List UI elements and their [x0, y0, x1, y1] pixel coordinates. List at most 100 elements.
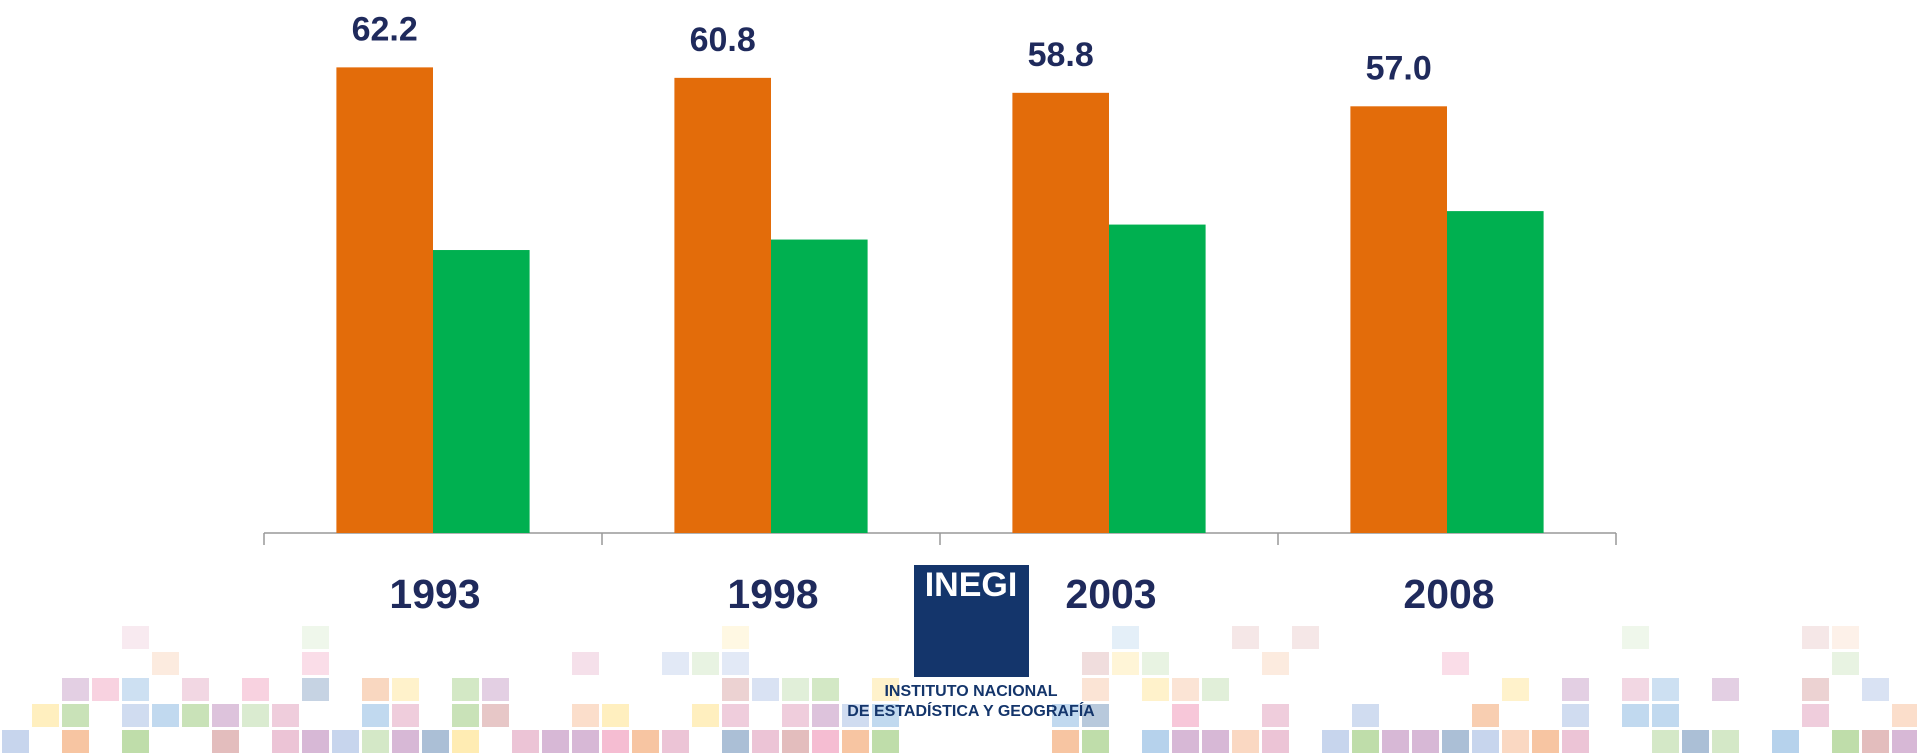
mosaic-tile	[1502, 678, 1529, 701]
mosaic-tile	[182, 704, 209, 727]
mosaic-tile	[842, 730, 869, 753]
mosaic-tile	[782, 730, 809, 753]
mosaic-tile	[452, 730, 479, 753]
mosaic-tile	[662, 652, 689, 675]
logo-mark: INEGI	[925, 566, 1018, 604]
mosaic-tile	[1472, 730, 1499, 753]
logo-box	[914, 565, 1029, 677]
mosaic-tile	[122, 678, 149, 701]
mosaic-tile	[1292, 626, 1319, 649]
mosaic-tile	[1862, 730, 1889, 753]
mosaic-tile	[602, 704, 629, 727]
mosaic-tile	[752, 730, 779, 753]
mosaic-tile	[1532, 730, 1559, 753]
x-tick-label: 1993	[389, 571, 480, 617]
mosaic-tile	[812, 730, 839, 753]
mosaic-tile	[722, 730, 749, 753]
mosaic-tile	[302, 652, 329, 675]
x-tick-label: 2008	[1403, 571, 1494, 617]
mosaic-tile	[122, 704, 149, 727]
mosaic-tile	[722, 704, 749, 727]
mosaic-tile	[1322, 730, 1349, 753]
mosaic-tile	[722, 626, 749, 649]
mosaic-tile	[1052, 730, 1079, 753]
mosaic-tile	[1172, 730, 1199, 753]
mosaic-tile	[1262, 730, 1289, 753]
mosaic-tile	[1082, 678, 1109, 701]
mosaic-tile	[1802, 678, 1829, 701]
mosaic-tile	[392, 730, 419, 753]
x-tick-label: 2003	[1065, 571, 1156, 617]
mosaic-tile	[122, 626, 149, 649]
mosaic-tile	[1352, 730, 1379, 753]
mosaic-tile	[422, 730, 449, 753]
mosaic-tile	[842, 704, 869, 727]
mosaic-tile	[1802, 704, 1829, 727]
mosaic-tile	[62, 678, 89, 701]
bar	[674, 77, 771, 533]
mosaic-tile	[1562, 704, 1589, 727]
mosaic-tile	[1082, 704, 1109, 727]
mosaic-tile	[602, 730, 629, 753]
mosaic-tile	[482, 704, 509, 727]
mosaic-tile	[362, 704, 389, 727]
mosaic-tile	[122, 730, 149, 753]
mosaic-tile	[1802, 626, 1829, 649]
mosaic-tile	[1232, 626, 1259, 649]
mosaic-tile	[62, 730, 89, 753]
mosaic-tile	[572, 704, 599, 727]
mosaic-tile	[482, 678, 509, 701]
mosaic-tile	[1682, 730, 1709, 753]
mosaic-tile	[302, 678, 329, 701]
mosaic-tile	[1622, 704, 1649, 727]
bar	[771, 239, 868, 533]
mosaic-tile	[1622, 626, 1649, 649]
mosaic-tile	[1472, 704, 1499, 727]
mosaic-tile	[512, 730, 539, 753]
mosaic-tile	[1772, 730, 1799, 753]
mosaic-tile	[1112, 626, 1139, 649]
mosaic-tile	[1712, 730, 1739, 753]
mosaic-tile	[1442, 652, 1469, 675]
mosaic-tile	[722, 652, 749, 675]
mosaic-tile	[1412, 730, 1439, 753]
mosaic-tile	[362, 678, 389, 701]
mosaic-tile	[1262, 704, 1289, 727]
bar	[433, 250, 530, 534]
mosaic-tile	[1652, 730, 1679, 753]
bar	[1350, 106, 1447, 533]
logo: INEGI INSTITUTO NACIONAL DE ESTADÍSTICA …	[847, 565, 1095, 720]
mosaic-tile	[872, 678, 899, 701]
mosaic-tile	[1082, 730, 1109, 753]
mosaic-tile	[452, 678, 479, 701]
mosaic-tile	[1202, 730, 1229, 753]
mosaic-tile	[1862, 678, 1889, 701]
mosaic-tile	[392, 678, 419, 701]
mosaic-tile	[572, 730, 599, 753]
mosaic-tile	[392, 704, 419, 727]
mosaic-tile	[1712, 678, 1739, 701]
mosaic-tile	[782, 678, 809, 701]
mosaic-tile	[662, 730, 689, 753]
value-label: 57.0	[1366, 49, 1432, 87]
mosaic-tile	[332, 730, 359, 753]
logo-line: DE ESTADÍSTICA Y GEOGRAFÍA	[847, 701, 1095, 720]
mosaic-tile	[872, 704, 899, 727]
mosaic-tile	[1142, 652, 1169, 675]
mosaic-tile	[302, 730, 329, 753]
mosaic-tile	[722, 678, 749, 701]
mosaic-tile	[1382, 730, 1409, 753]
mosaic-tile	[1832, 730, 1859, 753]
value-label: 58.8	[1028, 36, 1094, 74]
mosaic-tile	[632, 730, 659, 753]
decorative-mosaic	[2, 626, 1917, 753]
mosaic-tile	[1082, 652, 1109, 675]
mosaic-tile	[872, 730, 899, 753]
mosaic-tile	[1892, 730, 1917, 753]
bar	[1109, 224, 1206, 533]
mosaic-tile	[1832, 626, 1859, 649]
mosaic-tile	[1172, 678, 1199, 701]
mosaic-tile	[62, 704, 89, 727]
mosaic-tile	[1892, 704, 1917, 727]
